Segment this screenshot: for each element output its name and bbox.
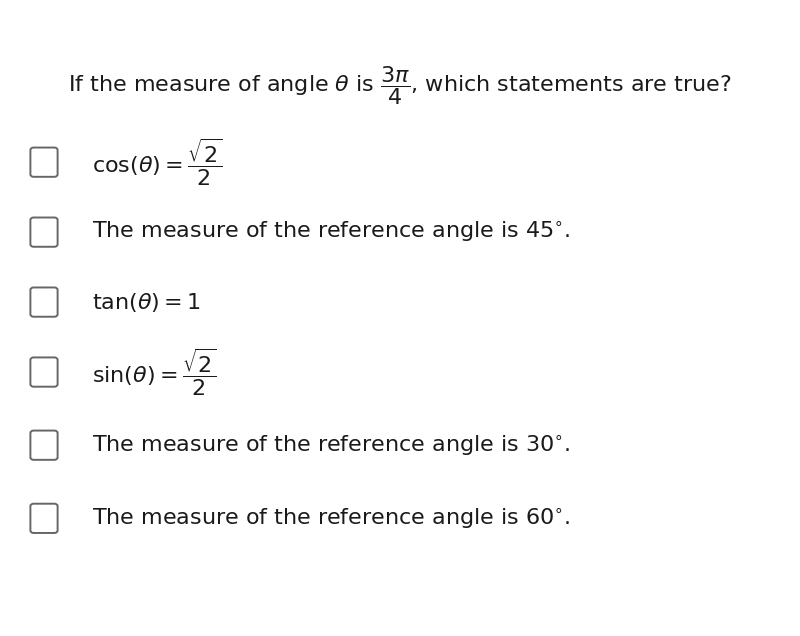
Text: $\mathrm{tan}(\theta) = 1$: $\mathrm{tan}(\theta) = 1$ xyxy=(92,291,201,314)
Text: If the measure of angle $\theta$ is $\dfrac{3\pi}{4}$, which statements are true: If the measure of angle $\theta$ is $\df… xyxy=(68,64,732,107)
Text: The measure of the reference angle is $45^{\circ}$.: The measure of the reference angle is $4… xyxy=(92,220,570,244)
Text: The measure of the reference angle is $60^{\circ}$.: The measure of the reference angle is $6… xyxy=(92,506,570,530)
Text: $\mathrm{cos}(\theta) = \dfrac{\sqrt{2}}{2}$: $\mathrm{cos}(\theta) = \dfrac{\sqrt{2}}… xyxy=(92,137,222,188)
FancyBboxPatch shape xyxy=(30,218,58,247)
FancyBboxPatch shape xyxy=(30,357,58,387)
FancyBboxPatch shape xyxy=(30,504,58,533)
FancyBboxPatch shape xyxy=(30,287,58,317)
FancyBboxPatch shape xyxy=(30,148,58,177)
Text: $\mathrm{sin}(\theta) = \dfrac{\sqrt{2}}{2}$: $\mathrm{sin}(\theta) = \dfrac{\sqrt{2}}… xyxy=(92,347,217,398)
Text: The measure of the reference angle is $30^{\circ}$.: The measure of the reference angle is $3… xyxy=(92,433,570,457)
FancyBboxPatch shape xyxy=(30,431,58,460)
